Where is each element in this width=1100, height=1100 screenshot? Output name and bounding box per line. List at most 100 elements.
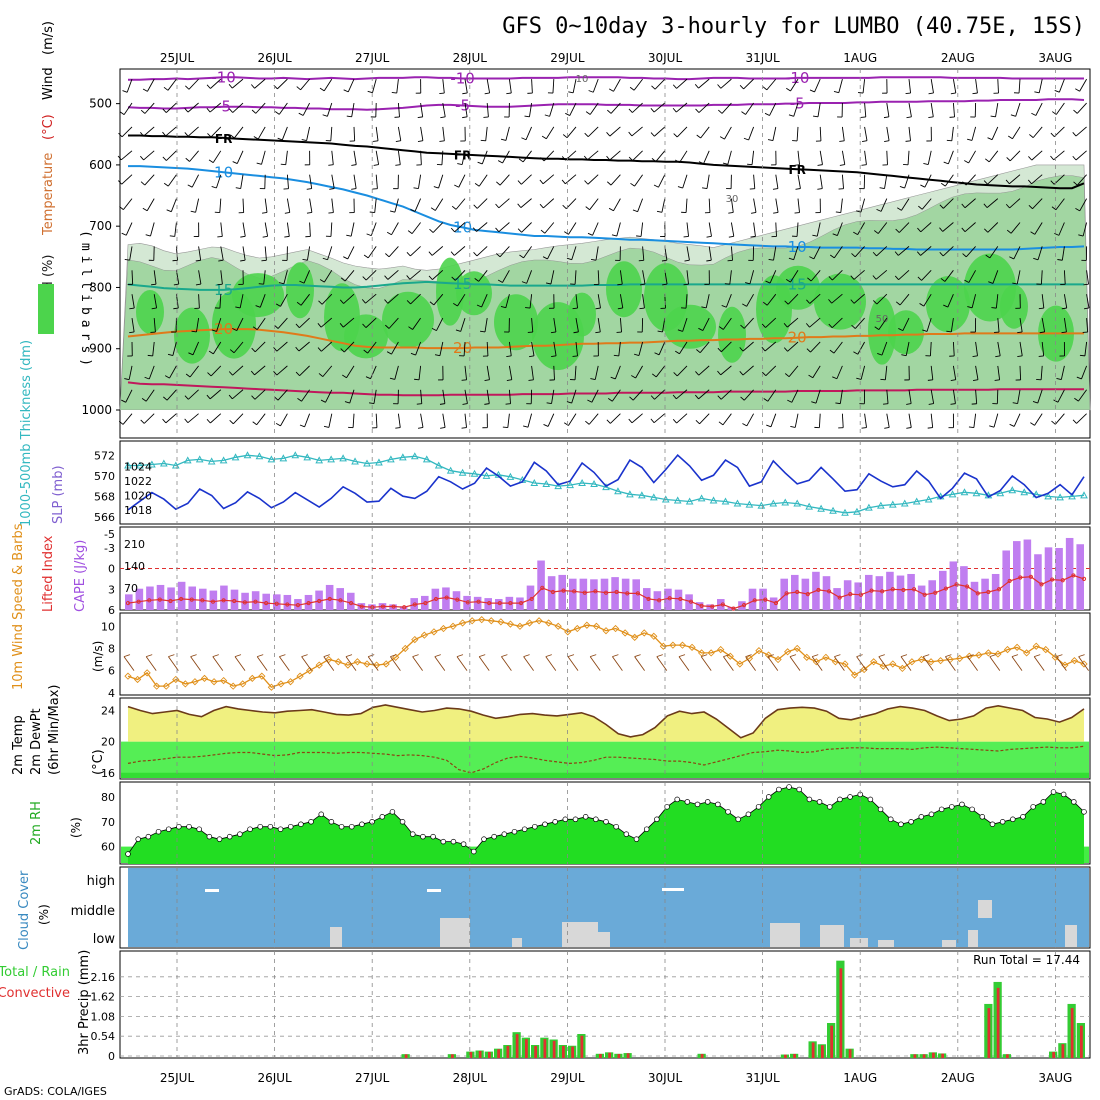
wind-barb bbox=[167, 78, 177, 91]
wind-barb bbox=[610, 174, 621, 186]
wind-barb bbox=[806, 299, 811, 304]
wind-barb bbox=[386, 231, 392, 236]
dewpoint-line bbox=[127, 745, 1085, 774]
wind-barb bbox=[950, 318, 954, 333]
wind-barb bbox=[527, 413, 533, 428]
wind-barb bbox=[545, 126, 555, 140]
wind-barb bbox=[1018, 79, 1021, 94]
wind-barb bbox=[864, 126, 868, 141]
wind10-barb bbox=[745, 656, 756, 671]
thickness-point bbox=[900, 499, 909, 507]
rh2m-point bbox=[938, 806, 945, 813]
cape-bar bbox=[590, 579, 598, 610]
thickness-point bbox=[865, 503, 873, 511]
wind-barb bbox=[788, 114, 794, 117]
rh2m-point bbox=[979, 814, 986, 820]
wind-barb bbox=[397, 413, 401, 428]
wind-barb bbox=[228, 394, 233, 400]
wind10-barb bbox=[301, 656, 312, 671]
rh2m-point bbox=[593, 816, 599, 823]
wind-barb bbox=[880, 378, 886, 381]
wind-barb bbox=[277, 78, 288, 90]
wind-barb bbox=[988, 150, 999, 163]
wind10-point bbox=[927, 658, 935, 666]
isotherm-10 bbox=[127, 280, 1084, 291]
wind-barb bbox=[1008, 135, 1013, 140]
wind-barb bbox=[775, 174, 779, 189]
lifted-index-point bbox=[943, 586, 949, 591]
wind-barb bbox=[964, 279, 970, 283]
wind-barb bbox=[521, 281, 527, 284]
wind-barb bbox=[642, 294, 645, 309]
wind-barb bbox=[609, 150, 621, 161]
wind-barb bbox=[721, 305, 727, 308]
rh-shade-dark bbox=[888, 310, 924, 355]
rh2m-point bbox=[237, 831, 243, 837]
wind-barb bbox=[420, 389, 423, 404]
wind10-point bbox=[994, 650, 1002, 658]
ylabel-part: (°C) bbox=[41, 114, 56, 140]
wind-barb bbox=[565, 198, 577, 209]
wind-barb bbox=[365, 269, 377, 281]
rh2m-point bbox=[999, 819, 1006, 825]
wind-barb bbox=[1030, 422, 1035, 426]
wind-barb bbox=[762, 86, 768, 91]
thickness-point bbox=[303, 453, 312, 461]
rh2m-point bbox=[206, 833, 213, 840]
wind-barb bbox=[187, 184, 193, 188]
wind-barb bbox=[394, 198, 399, 213]
wind-barb bbox=[1075, 126, 1087, 137]
wind-barb bbox=[786, 87, 791, 92]
wind-barb bbox=[169, 365, 177, 379]
thickness-point bbox=[781, 498, 790, 506]
wind-barb bbox=[853, 351, 859, 355]
rh2m-point bbox=[399, 819, 406, 825]
wind-barb bbox=[273, 370, 278, 376]
wind-barb bbox=[257, 126, 266, 140]
wind-barb bbox=[528, 379, 534, 381]
wind-barb bbox=[263, 270, 266, 285]
rh2m-point bbox=[521, 826, 528, 832]
wind-barb bbox=[686, 246, 690, 261]
wind-barb bbox=[971, 126, 977, 141]
wind-barb bbox=[498, 222, 510, 233]
temp-ylabel-group: (°C) bbox=[91, 749, 106, 775]
wind-barb bbox=[930, 102, 934, 117]
wind-barb bbox=[566, 126, 577, 138]
wind10-barb bbox=[878, 654, 885, 658]
wind-barb bbox=[432, 269, 444, 280]
wind-barb bbox=[921, 198, 932, 210]
thickness-tick-label: 568 bbox=[94, 490, 115, 503]
wind-barb bbox=[762, 371, 767, 377]
wind-barb bbox=[857, 341, 865, 355]
wind10-barb bbox=[1011, 656, 1023, 671]
wind-barb bbox=[151, 307, 157, 310]
lifted-index-point bbox=[412, 602, 417, 607]
wind-barb bbox=[947, 150, 954, 165]
wind-barb bbox=[833, 341, 843, 354]
rh-shade-dark bbox=[232, 273, 284, 318]
wind10-barb bbox=[878, 656, 890, 671]
wind-barb bbox=[391, 91, 397, 94]
wind-barb bbox=[564, 231, 569, 235]
date-label-top: 27JUL bbox=[355, 51, 390, 65]
wind-barb bbox=[298, 112, 304, 116]
wind-barb bbox=[340, 277, 346, 282]
date-label-bottom: 28JUL bbox=[453, 1071, 488, 1085]
wind-barb bbox=[219, 294, 222, 309]
wind-barb bbox=[975, 79, 978, 94]
wind-barb bbox=[740, 324, 745, 329]
wind-barb bbox=[608, 207, 614, 212]
wind-barb bbox=[991, 307, 997, 309]
isotherm-label: -5 bbox=[216, 98, 231, 116]
thickness-point bbox=[482, 471, 491, 479]
wind-barb bbox=[346, 115, 352, 118]
wind-barb bbox=[898, 246, 910, 256]
wind-barb bbox=[162, 156, 167, 161]
wind-barb bbox=[767, 389, 777, 402]
wind-barb bbox=[280, 413, 288, 427]
wind-barb bbox=[806, 348, 811, 353]
lifted-index-point bbox=[518, 600, 524, 606]
wind10-point bbox=[392, 653, 400, 661]
wind-barb bbox=[673, 133, 678, 138]
